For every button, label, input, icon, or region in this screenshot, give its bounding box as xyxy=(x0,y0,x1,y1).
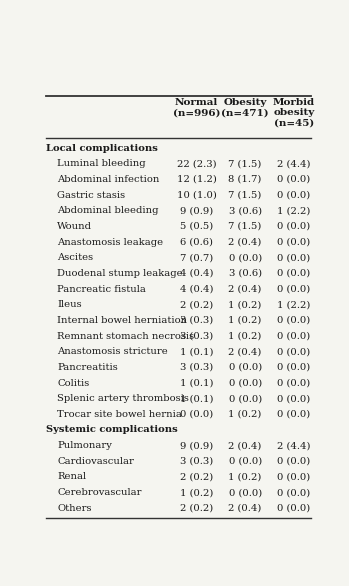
Text: 0 (0.0): 0 (0.0) xyxy=(229,457,262,466)
Text: 0 (0.0): 0 (0.0) xyxy=(277,504,311,513)
Text: 8 (1.7): 8 (1.7) xyxy=(229,175,262,184)
Text: Others: Others xyxy=(57,504,92,513)
Text: 1 (2.2): 1 (2.2) xyxy=(277,300,311,309)
Text: 2 (0.4): 2 (0.4) xyxy=(229,441,262,450)
Text: 7 (0.7): 7 (0.7) xyxy=(180,253,213,262)
Text: Remnant stomach necrosis: Remnant stomach necrosis xyxy=(57,332,194,340)
Text: Gastric stasis: Gastric stasis xyxy=(57,190,125,200)
Text: 2 (0.4): 2 (0.4) xyxy=(229,347,262,356)
Text: Systemic complications: Systemic complications xyxy=(46,425,178,434)
Text: 1 (0.1): 1 (0.1) xyxy=(180,347,213,356)
Text: 0 (0.0): 0 (0.0) xyxy=(277,253,311,262)
Text: 2 (0.2): 2 (0.2) xyxy=(180,504,213,513)
Text: 0 (0.0): 0 (0.0) xyxy=(277,363,311,372)
Text: 0 (0.0): 0 (0.0) xyxy=(277,316,311,325)
Text: 1 (0.2): 1 (0.2) xyxy=(229,316,262,325)
Text: 0 (0.0): 0 (0.0) xyxy=(277,285,311,294)
Text: Obesity
(n=471): Obesity (n=471) xyxy=(221,98,269,117)
Text: Local complications: Local complications xyxy=(46,144,158,152)
Text: 0 (0.0): 0 (0.0) xyxy=(277,457,311,466)
Text: 3 (0.3): 3 (0.3) xyxy=(180,363,213,372)
Text: 22 (2.3): 22 (2.3) xyxy=(177,159,216,168)
Text: 2 (0.4): 2 (0.4) xyxy=(229,504,262,513)
Text: 0 (0.0): 0 (0.0) xyxy=(277,394,311,403)
Text: 2 (0.4): 2 (0.4) xyxy=(229,285,262,294)
Text: 0 (0.0): 0 (0.0) xyxy=(277,269,311,278)
Text: 5 (0.5): 5 (0.5) xyxy=(180,222,213,231)
Text: 7 (1.5): 7 (1.5) xyxy=(229,222,262,231)
Text: 7 (1.5): 7 (1.5) xyxy=(229,190,262,200)
Text: Renal: Renal xyxy=(57,472,86,482)
Text: Splenic artery thrombosis: Splenic artery thrombosis xyxy=(57,394,189,403)
Text: 2 (0.2): 2 (0.2) xyxy=(180,300,213,309)
Text: 1 (0.2): 1 (0.2) xyxy=(229,472,262,482)
Text: 2 (0.2): 2 (0.2) xyxy=(180,472,213,482)
Text: 2 (0.4): 2 (0.4) xyxy=(229,237,262,247)
Text: 1 (0.2): 1 (0.2) xyxy=(180,488,213,497)
Text: 0 (0.0): 0 (0.0) xyxy=(229,363,262,372)
Text: 4 (0.4): 4 (0.4) xyxy=(180,269,213,278)
Text: 0 (0.0): 0 (0.0) xyxy=(277,332,311,340)
Text: Trocar site bowel hernia: Trocar site bowel hernia xyxy=(57,410,182,419)
Text: 1 (0.2): 1 (0.2) xyxy=(229,300,262,309)
Text: Normal
(n=996): Normal (n=996) xyxy=(173,98,220,117)
Text: 0 (0.0): 0 (0.0) xyxy=(277,222,311,231)
Text: 1 (0.1): 1 (0.1) xyxy=(180,394,213,403)
Text: 2 (4.4): 2 (4.4) xyxy=(277,159,311,168)
Text: 0 (0.0): 0 (0.0) xyxy=(277,175,311,184)
Text: 0 (0.0): 0 (0.0) xyxy=(277,347,311,356)
Text: 0 (0.0): 0 (0.0) xyxy=(277,472,311,482)
Text: 3 (0.6): 3 (0.6) xyxy=(229,206,262,215)
Text: 0 (0.0): 0 (0.0) xyxy=(277,237,311,247)
Text: 3 (0.3): 3 (0.3) xyxy=(180,316,213,325)
Text: 0 (0.0): 0 (0.0) xyxy=(229,253,262,262)
Text: Pulmonary: Pulmonary xyxy=(57,441,112,450)
Text: Pancreatic fistula: Pancreatic fistula xyxy=(57,285,146,294)
Text: 0 (0.0): 0 (0.0) xyxy=(277,410,311,419)
Text: Morbid
obesity
(n=45): Morbid obesity (n=45) xyxy=(273,98,315,128)
Text: Ileus: Ileus xyxy=(57,300,82,309)
Text: Duodenal stump leakage: Duodenal stump leakage xyxy=(57,269,183,278)
Text: 1 (0.1): 1 (0.1) xyxy=(180,379,213,387)
Text: Abdominal bleeding: Abdominal bleeding xyxy=(57,206,159,215)
Text: Wound: Wound xyxy=(57,222,92,231)
Text: 1 (2.2): 1 (2.2) xyxy=(277,206,311,215)
Text: 0 (0.0): 0 (0.0) xyxy=(180,410,213,419)
Text: 3 (0.3): 3 (0.3) xyxy=(180,457,213,466)
Text: Anastomosis leakage: Anastomosis leakage xyxy=(57,237,163,247)
Text: Colitis: Colitis xyxy=(57,379,89,387)
Text: 10 (1.0): 10 (1.0) xyxy=(177,190,216,200)
Text: Pancreatitis: Pancreatitis xyxy=(57,363,118,372)
Text: 0 (0.0): 0 (0.0) xyxy=(277,190,311,200)
Text: 0 (0.0): 0 (0.0) xyxy=(229,379,262,387)
Text: 0 (0.0): 0 (0.0) xyxy=(277,488,311,497)
Text: 1 (0.2): 1 (0.2) xyxy=(229,410,262,419)
Text: 3 (0.6): 3 (0.6) xyxy=(229,269,262,278)
Text: Anastomosis stricture: Anastomosis stricture xyxy=(57,347,168,356)
Text: 2 (4.4): 2 (4.4) xyxy=(277,441,311,450)
Text: 12 (1.2): 12 (1.2) xyxy=(177,175,216,184)
Text: Internal bowel herniation: Internal bowel herniation xyxy=(57,316,187,325)
Text: Luminal bleeding: Luminal bleeding xyxy=(57,159,146,168)
Text: 0 (0.0): 0 (0.0) xyxy=(277,379,311,387)
Text: 9 (0.9): 9 (0.9) xyxy=(180,441,213,450)
Text: Cerebrovascular: Cerebrovascular xyxy=(57,488,142,497)
Text: 3 (0.3): 3 (0.3) xyxy=(180,332,213,340)
Text: Cardiovascular: Cardiovascular xyxy=(57,457,134,466)
Text: 9 (0.9): 9 (0.9) xyxy=(180,206,213,215)
Text: 4 (0.4): 4 (0.4) xyxy=(180,285,213,294)
Text: 0 (0.0): 0 (0.0) xyxy=(229,394,262,403)
Text: Abdominal infection: Abdominal infection xyxy=(57,175,159,184)
Text: 7 (1.5): 7 (1.5) xyxy=(229,159,262,168)
Text: 0 (0.0): 0 (0.0) xyxy=(229,488,262,497)
Text: 1 (0.2): 1 (0.2) xyxy=(229,332,262,340)
Text: Ascites: Ascites xyxy=(57,253,93,262)
Text: 6 (0.6): 6 (0.6) xyxy=(180,237,213,247)
